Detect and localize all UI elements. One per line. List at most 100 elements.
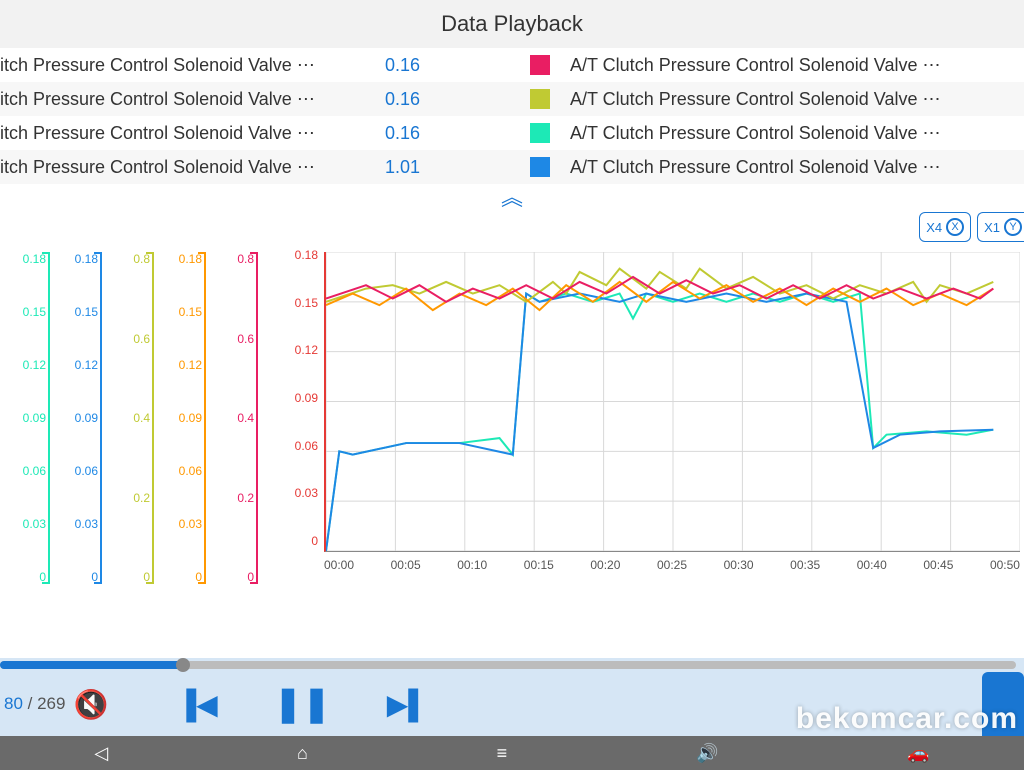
pause-icon: ❚❚ [274,684,331,724]
zoom-y-button[interactable]: X1 Y [977,212,1024,242]
axis-tick: 0.15 [4,305,52,319]
x-tick: 00:05 [391,558,421,572]
progress-track [0,661,1016,669]
x-tick: 00:45 [923,558,953,572]
volume-button[interactable]: 🔊 [696,743,718,764]
axis-tick: 0.6 [212,332,260,346]
x-tick: 00:40 [857,558,887,572]
watermark: bekomcar.com [796,702,1018,736]
series-blue [326,294,993,551]
data-row[interactable]: itch Pressure Control Solenoid Valve ⋯0.… [0,48,1024,82]
system-nav: ◁ ⌂ ≡ 🔊 🚗 [0,736,1024,770]
car-icon[interactable]: 🚗 [907,743,929,764]
axis-tick: 0.18 [56,252,104,266]
zoom-x-label: X4 [926,220,942,235]
data-list: itch Pressure Control Solenoid Valve ⋯0.… [0,48,1024,184]
axis-tick: 0.06 [56,464,104,478]
page-title: Data Playback [441,11,583,37]
axis-tick: 0.12 [4,358,52,372]
axis-tick: 0.06 [4,464,52,478]
axis-tick: 0.8 [212,252,260,266]
progress-thumb[interactable] [176,658,190,672]
axis-tick: 0.03 [160,517,208,531]
x-icon: X [946,218,964,236]
zoom-y-label: X1 [984,220,1000,235]
frame-counter: 80 / 269 [4,694,65,714]
y-tick: 0.06 [286,439,318,453]
pause-button[interactable]: ❚❚ [274,684,331,724]
x-tick: 00:50 [990,558,1020,572]
param-value: 0.16 [360,89,440,110]
plot-area [324,252,1020,552]
axis-tick: 0.15 [160,305,208,319]
axis-tick: 0.12 [56,358,104,372]
y-tick: 0 [286,534,318,548]
total-frames: 269 [37,694,65,713]
progress-bar[interactable] [0,658,1024,672]
home-button[interactable]: ⌂ [297,743,308,764]
x-tick: 00:15 [524,558,554,572]
mini-axis: 0.180.150.120.090.060.030 [4,252,52,584]
y-tick: 0.03 [286,486,318,500]
menu-button[interactable]: ≡ [497,743,508,764]
speaker-off-icon: 🔇 [73,688,108,721]
chart-area: 0.18 0.15 0.12 0.09 0.06 0.03 0 0.18 0.15 0.12 0.0… [0,248,1024,618]
next-button[interactable]: ▶▌ [387,688,428,721]
data-row[interactable]: itch Pressure Control Solenoid Valve ⋯0.… [0,82,1024,116]
axis-tick: 0.03 [4,517,52,531]
y-axis-labels: 0.18 0.15 0.12 0.09 0.06 0.03 0 [286,248,318,548]
mini-axis: 0.80.60.40.20 [108,252,156,584]
y-icon: Y [1004,218,1022,236]
y-tick: 0.18 [286,248,318,262]
data-row[interactable]: itch Pressure Control Solenoid Valve ⋯0.… [0,116,1024,150]
frame-sep: / [23,694,37,713]
zoom-x-button[interactable]: X4 X [919,212,971,242]
mini-axis: 0.80.60.40.20 [212,252,260,584]
param-label-right: A/T Clutch Pressure Control Solenoid Val… [570,157,1024,178]
axis-tick: 0.03 [56,517,104,531]
param-label-right: A/T Clutch Pressure Control Solenoid Val… [570,123,1024,144]
header: Data Playback [0,0,1024,48]
x-tick: 00:20 [590,558,620,572]
x-tick: 00:25 [657,558,687,572]
mini-axis: 0.180.150.120.090.060.030 [160,252,208,584]
main-chart: 0.180.150.120.090.060.030 00:0000:0500:1… [290,248,1024,618]
param-value: 1.01 [360,157,440,178]
y-tick: 0.12 [286,343,318,357]
collapse-button[interactable]: ︽ [0,184,1024,208]
y-tick: 0.09 [286,391,318,405]
x-axis-labels: 00:0000:0500:1000:1500:2000:2500:3000:35… [324,558,1020,572]
progress-fill [0,661,183,669]
color-swatch [530,157,550,177]
axis-tick: 0.06 [160,464,208,478]
axis-tick: 0.6 [108,332,156,346]
param-label-left: itch Pressure Control Solenoid Valve ⋯ [0,123,360,144]
mute-button[interactable]: 🔇 [73,688,108,721]
current-frame: 80 [4,694,23,713]
param-value: 0.16 [360,55,440,76]
skip-next-icon: ▶▌ [387,688,428,721]
param-label-left: itch Pressure Control Solenoid Valve ⋯ [0,89,360,110]
param-value: 0.16 [360,123,440,144]
back-button[interactable]: ◁ [94,743,108,764]
axis-tick: 0.2 [108,491,156,505]
axis-tick: 0.2 [212,491,260,505]
x-tick: 00:00 [324,558,354,572]
x-tick: 00:35 [790,558,820,572]
axis-tick: 0.18 [160,252,208,266]
param-label-left: itch Pressure Control Solenoid Valve ⋯ [0,55,360,76]
color-swatch [530,55,550,75]
param-label-right: A/T Clutch Pressure Control Solenoid Val… [570,89,1024,110]
y-tick: 0.15 [286,296,318,310]
prev-button[interactable]: ▐◀ [176,688,217,721]
axis-tick: 0.09 [160,411,208,425]
series-teal [326,294,993,551]
color-swatch [530,89,550,109]
axis-tick: 0.09 [56,411,104,425]
x-tick: 00:10 [457,558,487,572]
axis-tick: 0.18 [4,252,52,266]
color-swatch [530,123,550,143]
data-row[interactable]: itch Pressure Control Solenoid Valve ⋯1.… [0,150,1024,184]
axis-tick: 0.12 [160,358,208,372]
axis-tick: 0.8 [108,252,156,266]
